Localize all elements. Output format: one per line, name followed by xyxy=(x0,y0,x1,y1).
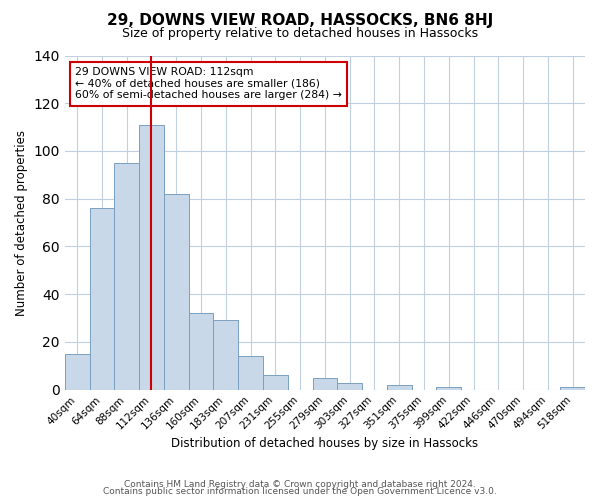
Bar xyxy=(214,320,238,390)
Text: Size of property relative to detached houses in Hassocks: Size of property relative to detached ho… xyxy=(122,28,478,40)
Bar xyxy=(560,388,585,390)
Text: Contains public sector information licensed under the Open Government Licence v3: Contains public sector information licen… xyxy=(103,487,497,496)
Text: 29 DOWNS VIEW ROAD: 112sqm
← 40% of detached houses are smaller (186)
60% of sem: 29 DOWNS VIEW ROAD: 112sqm ← 40% of deta… xyxy=(75,67,342,100)
Bar xyxy=(313,378,337,390)
X-axis label: Distribution of detached houses by size in Hassocks: Distribution of detached houses by size … xyxy=(172,437,478,450)
Bar xyxy=(188,314,214,390)
Text: Contains HM Land Registry data © Crown copyright and database right 2024.: Contains HM Land Registry data © Crown c… xyxy=(124,480,476,489)
Bar xyxy=(139,124,164,390)
Bar xyxy=(263,376,288,390)
Bar xyxy=(238,356,263,390)
Bar xyxy=(89,208,115,390)
Bar xyxy=(164,194,188,390)
Y-axis label: Number of detached properties: Number of detached properties xyxy=(15,130,28,316)
Bar xyxy=(436,388,461,390)
Bar xyxy=(65,354,89,390)
Bar xyxy=(337,382,362,390)
Text: 29, DOWNS VIEW ROAD, HASSOCKS, BN6 8HJ: 29, DOWNS VIEW ROAD, HASSOCKS, BN6 8HJ xyxy=(107,12,493,28)
Bar xyxy=(387,385,412,390)
Bar xyxy=(115,163,139,390)
